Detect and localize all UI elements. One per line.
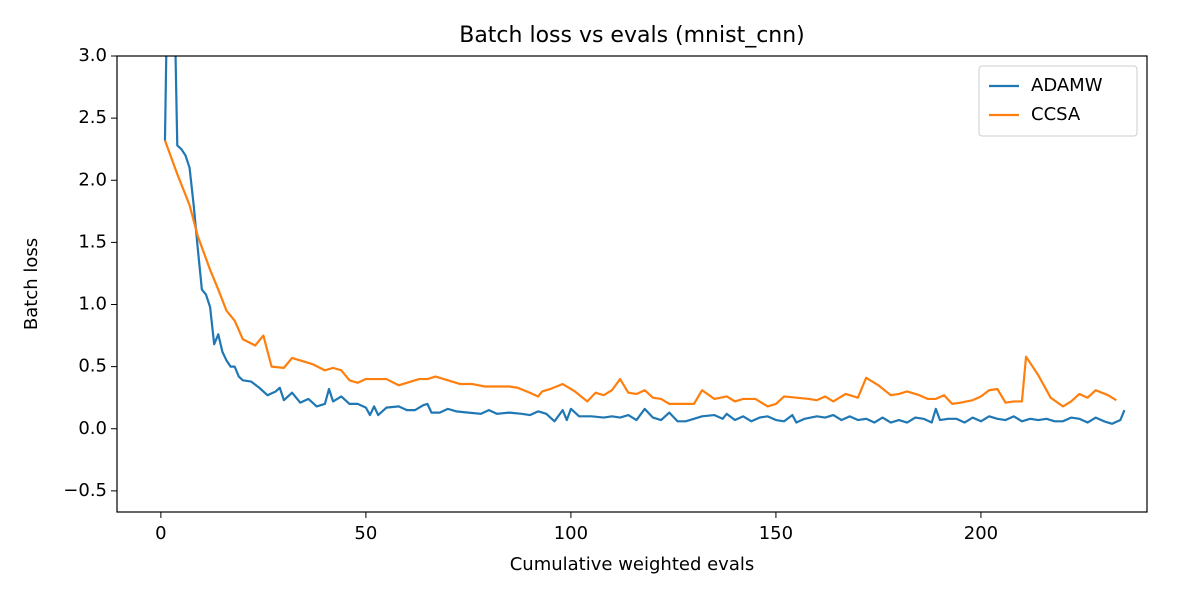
x-tick-label: 0 [155,523,166,544]
y-tick-label: 2.5 [78,107,107,128]
y-tick-label: 3.0 [78,45,107,66]
y-axis-label: Batch loss [21,238,42,330]
y-tick-label: −0.5 [63,480,107,501]
chart-title: Batch loss vs evals (mnist_cnn) [459,23,805,48]
plot-lines [163,56,1126,425]
series-line [163,56,1126,425]
x-tick-label: 50 [354,523,377,544]
legend-label: CCSA [1031,104,1081,125]
y-tick-label: 2.0 [78,169,107,190]
legend-box [978,65,1138,137]
x-tick-label: 100 [554,523,588,544]
y-tick-label: 1.0 [78,294,107,315]
y-tick-label: 0.5 [78,356,107,377]
plot-frame [116,55,1148,513]
x-tick-label: 200 [964,523,998,544]
y-tick-label: 1.5 [78,231,107,252]
x-axis-label: Cumulative weighted evals [510,554,755,575]
x-tick-label: 150 [759,523,793,544]
legend-label: ADAMW [1031,75,1103,96]
series-line [163,140,1117,408]
y-tick-label: 0.0 [78,418,107,439]
